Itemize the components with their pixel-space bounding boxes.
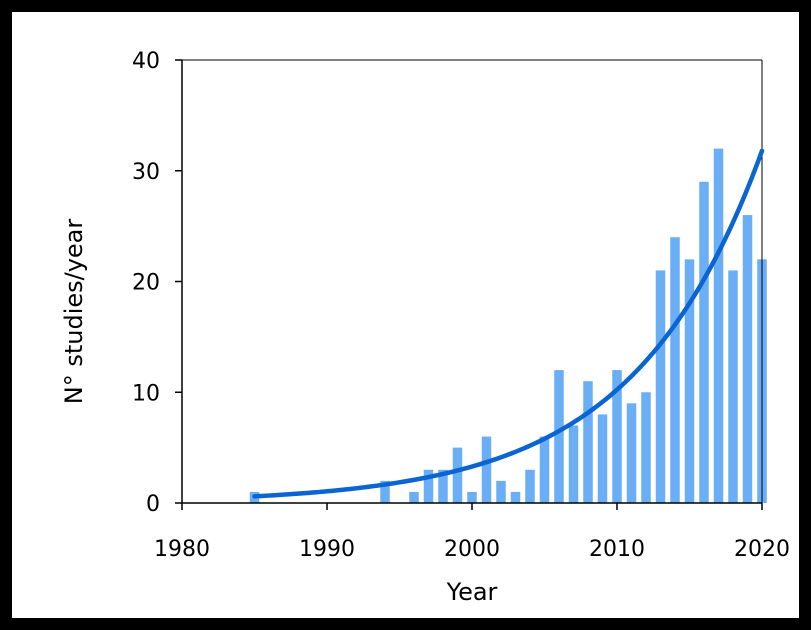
y-axis-title: N° studies/year [60,219,88,405]
x-tick-label: 2010 [589,537,645,562]
trend-layer [252,148,765,499]
x-axis-title: Year [446,578,498,606]
bar-1998 [438,469,448,503]
bar-1996 [409,491,419,503]
bar-2000 [467,491,477,503]
bar-2004 [525,469,535,503]
bar-2012 [641,392,651,503]
bar-1999 [452,447,463,503]
y-tick-label: 10 [132,381,160,406]
bar-2001 [481,436,492,503]
bar-2011 [626,403,637,503]
bar-2008 [583,381,593,503]
bar-2019 [742,215,753,504]
x-tick-label: 2020 [734,537,790,562]
bar-1997 [423,469,434,503]
bar-2015 [684,259,695,503]
x-tick-label: 1980 [154,537,210,562]
bar-2014 [670,237,680,503]
bar-2010 [612,370,622,503]
bar-2009 [597,414,608,503]
bar-2002 [496,480,506,503]
bar-2006 [554,370,564,503]
bar-2018 [728,270,738,503]
y-tick-label: 40 [132,49,160,74]
bar-2003 [510,491,521,503]
x-tick-label: 1990 [299,537,355,562]
y-tick-label: 30 [132,160,160,185]
x-tick-label: 2000 [444,537,500,562]
bar-2013 [655,270,666,503]
y-tick-label: 0 [146,492,160,517]
bar-2007 [568,425,579,503]
bar-2016 [699,181,709,503]
bar-2005 [539,436,550,503]
bar-1994 [380,480,390,503]
bar-2017 [713,148,724,503]
y-tick-label: 20 [132,271,160,296]
bars-layer [249,148,767,504]
ticks-layer: 0 10 20 30 40 1980 1990 2000 2010 2020 [132,49,790,562]
trend-line [252,148,765,499]
